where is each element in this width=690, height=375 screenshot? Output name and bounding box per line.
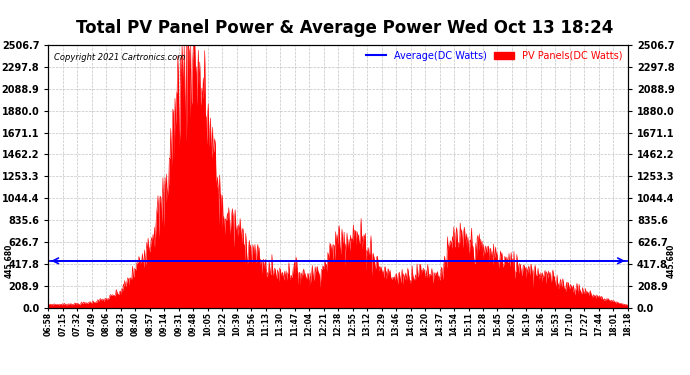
Text: 445.680: 445.680 [667,244,676,278]
Text: Copyright 2021 Cartronics.com: Copyright 2021 Cartronics.com [54,53,186,62]
Legend: Average(DC Watts), PV Panels(DC Watts): Average(DC Watts), PV Panels(DC Watts) [362,47,626,65]
Text: Total PV Panel Power & Average Power Wed Oct 13 18:24: Total PV Panel Power & Average Power Wed… [77,19,613,37]
Text: 445.680: 445.680 [4,244,13,278]
